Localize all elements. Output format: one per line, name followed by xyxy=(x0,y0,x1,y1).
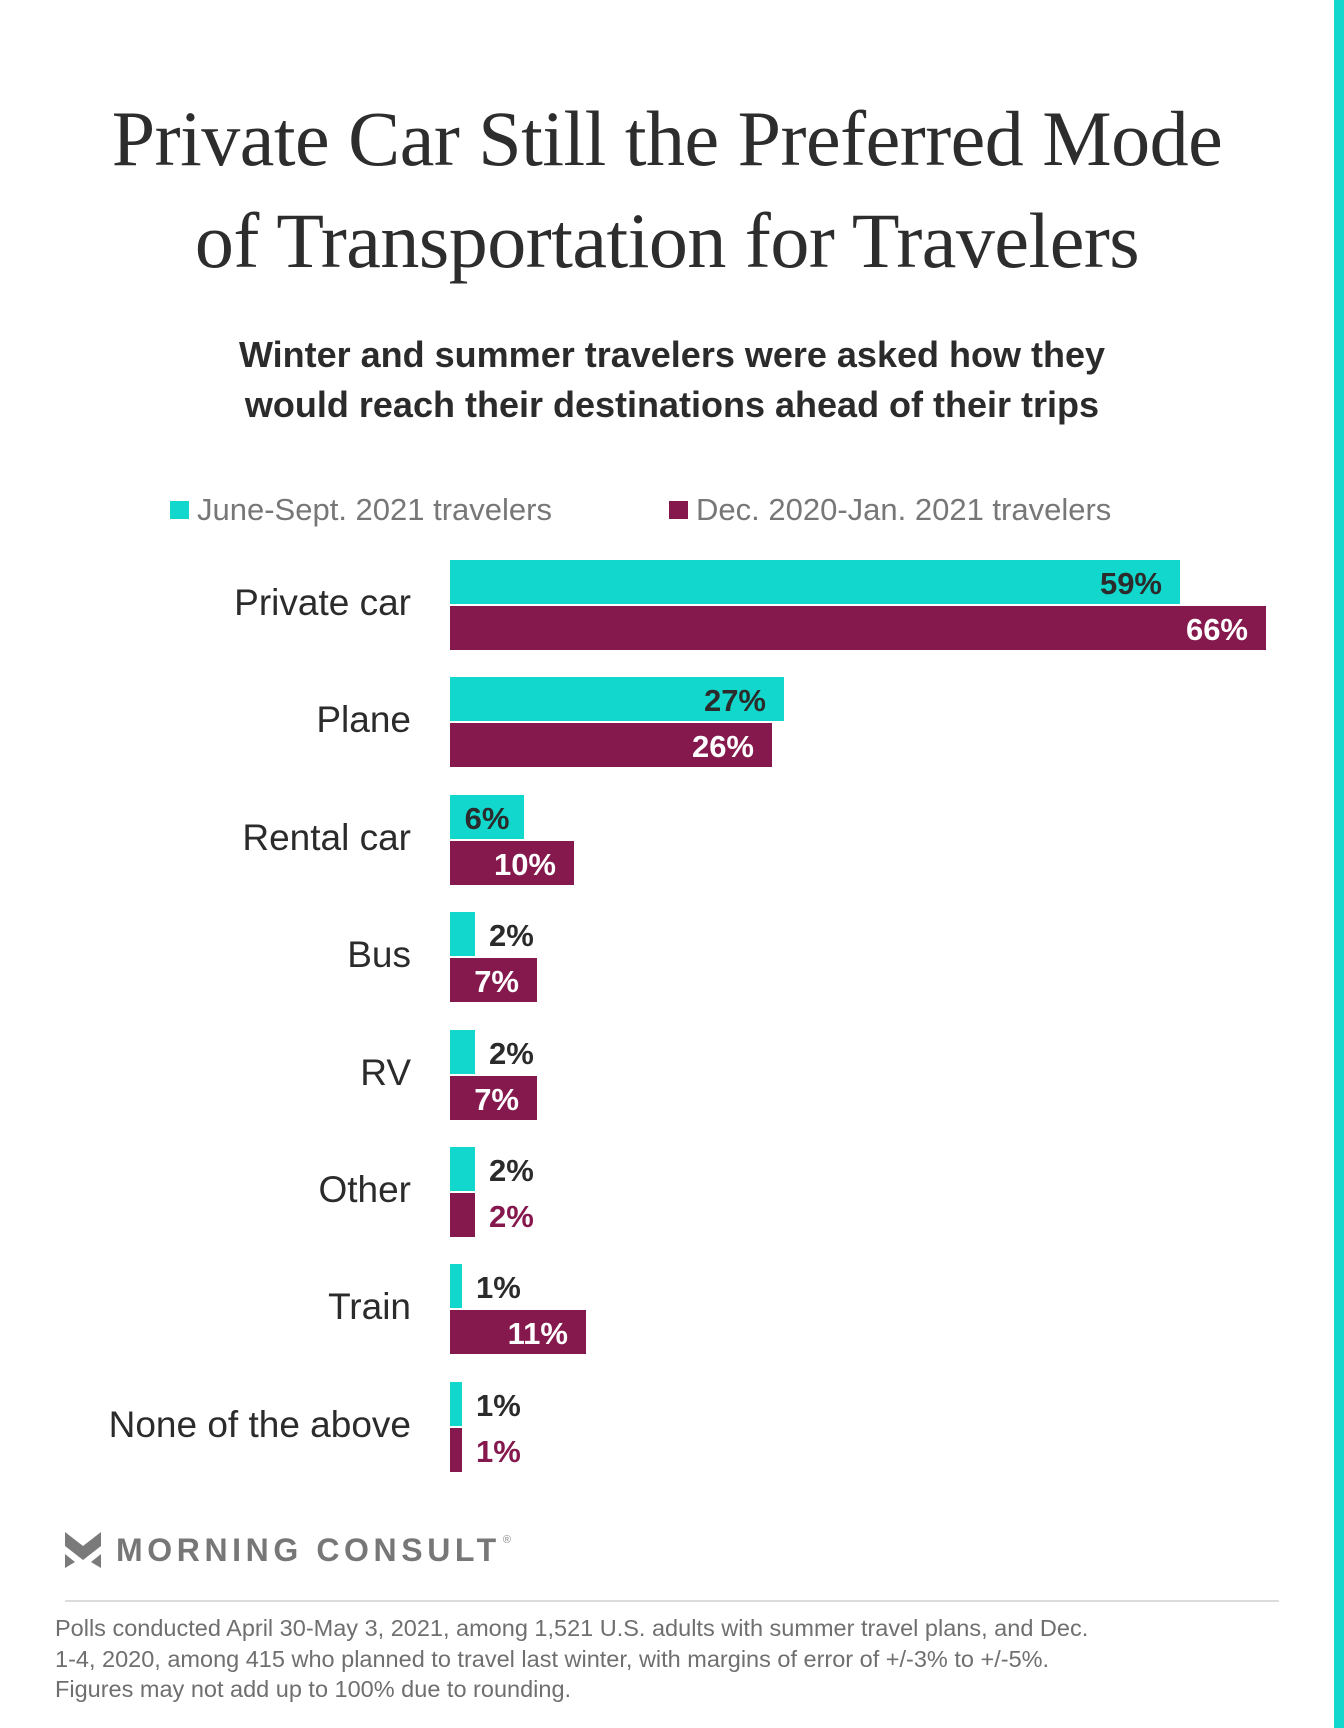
value-label-none-of-the-above-summer-2021: 1% xyxy=(476,1387,521,1423)
value-label-other-summer-2021: 2% xyxy=(489,1153,534,1188)
value-label-train-summer-2021: 1% xyxy=(476,1270,521,1306)
bar-none-of-the-above-winter-2020 xyxy=(450,1427,462,1472)
value-label-rv-winter-2020: 7% xyxy=(474,1081,519,1117)
bar-other-summer-2021 xyxy=(450,1147,475,1191)
bar-bus-summer-2021 xyxy=(450,912,475,957)
footnote-line-1: Polls conducted April 30-May 3, 2021, am… xyxy=(55,1615,1089,1641)
registered-mark: ® xyxy=(502,1534,511,1546)
value-label-train-winter-2020: 11% xyxy=(507,1316,568,1352)
value-label-bus-winter-2020: 7% xyxy=(474,964,519,1000)
bar-rental-car-summer-2021 xyxy=(450,794,524,839)
bar-rv-winter-2020 xyxy=(450,1075,537,1120)
value-label-plane-winter-2020: 26% xyxy=(691,729,754,765)
chart-legend: June-Sept. 2021 travelers Dec. 2020-Jan.… xyxy=(0,490,1344,530)
chart-title-line-2: of Transportation for Travelers xyxy=(194,197,1140,284)
legend-item-winter: Dec. 2020-Jan. 2021 travelers xyxy=(669,490,1111,530)
value-label-other-winter-2020: 2% xyxy=(489,1199,534,1234)
footer-divider xyxy=(65,1600,1279,1602)
morning-consult-logo: MORNING CONSULT ® xyxy=(65,1530,511,1570)
category-label-other: Other xyxy=(318,1169,411,1210)
bar-private-car-summer-2021 xyxy=(450,560,1180,604)
value-label-rv-summer-2021: 2% xyxy=(489,1035,534,1071)
category-label-train: Train xyxy=(328,1286,411,1328)
accent-stripe xyxy=(1334,0,1344,1728)
bar-train-winter-2020 xyxy=(450,1310,586,1355)
legend-swatch-winter xyxy=(669,501,688,519)
chart-subtitle-line-2: would reach their destinations ahead of … xyxy=(244,384,1100,425)
value-label-none-of-the-above-winter-2020: 1% xyxy=(476,1433,521,1469)
bar-rv-summer-2021 xyxy=(450,1029,475,1074)
category-label-rv: RV xyxy=(360,1051,411,1093)
bar-rental-car-winter-2020 xyxy=(450,840,574,885)
category-label-none-of-the-above: None of the above xyxy=(108,1403,411,1445)
legend-label-winter: Dec. 2020-Jan. 2021 travelers xyxy=(696,492,1112,527)
footnote-line-2: 1-4, 2020, among 415 who planned to trav… xyxy=(55,1645,1050,1672)
bar-bus-winter-2020 xyxy=(450,958,537,1003)
footnote-line-3: Figures may not add up to 100% due to ro… xyxy=(55,1676,572,1702)
value-label-rental-car-summer-2021: 6% xyxy=(464,800,510,836)
value-label-plane-summer-2021: 27% xyxy=(703,683,766,719)
legend-label-summer: June-Sept. 2021 travelers xyxy=(197,492,552,527)
morning-consult-chevron-icon xyxy=(65,1532,101,1568)
bar-train-summer-2021 xyxy=(450,1264,462,1309)
chart-title: Private Car Still the Preferred Mode of … xyxy=(0,88,1334,292)
bar-private-car-winter-2020 xyxy=(450,606,1266,650)
category-label-bus: Bus xyxy=(347,934,411,976)
category-label-rental-car: Rental car xyxy=(242,816,411,858)
footnote: Polls conducted April 30-May 3, 2021, am… xyxy=(55,1613,1315,1705)
category-label-private-car: Private car xyxy=(234,582,411,623)
value-label-private-car-summer-2021: 59% xyxy=(1099,566,1162,601)
bar-plane-winter-2020 xyxy=(450,723,772,768)
value-label-rental-car-winter-2020: 10% xyxy=(493,846,556,882)
bar-other-winter-2020 xyxy=(450,1193,475,1237)
logo-text: MORNING CONSULT xyxy=(116,1531,501,1568)
chart-subtitle: Winter and summer travelers were asked h… xyxy=(0,330,1344,430)
legend-swatch-summer xyxy=(170,501,189,519)
value-label-private-car-winter-2020: 66% xyxy=(1185,612,1248,647)
chart-title-line-1: Private Car Still the Preferred Mode xyxy=(111,95,1223,182)
category-label-plane: Plane xyxy=(316,699,411,741)
bar-none-of-the-above-summer-2021 xyxy=(450,1381,462,1426)
chart-subtitle-line-1: Winter and summer travelers were asked h… xyxy=(238,334,1105,375)
bar-plane-summer-2021 xyxy=(450,677,784,722)
value-label-bus-summer-2021: 2% xyxy=(489,918,534,954)
bar-chart: Private car 59% 66% Plane 27% 26% Rental car 6%… xyxy=(108,560,1266,1472)
legend-item-summer: June-Sept. 2021 travelers xyxy=(170,490,552,530)
